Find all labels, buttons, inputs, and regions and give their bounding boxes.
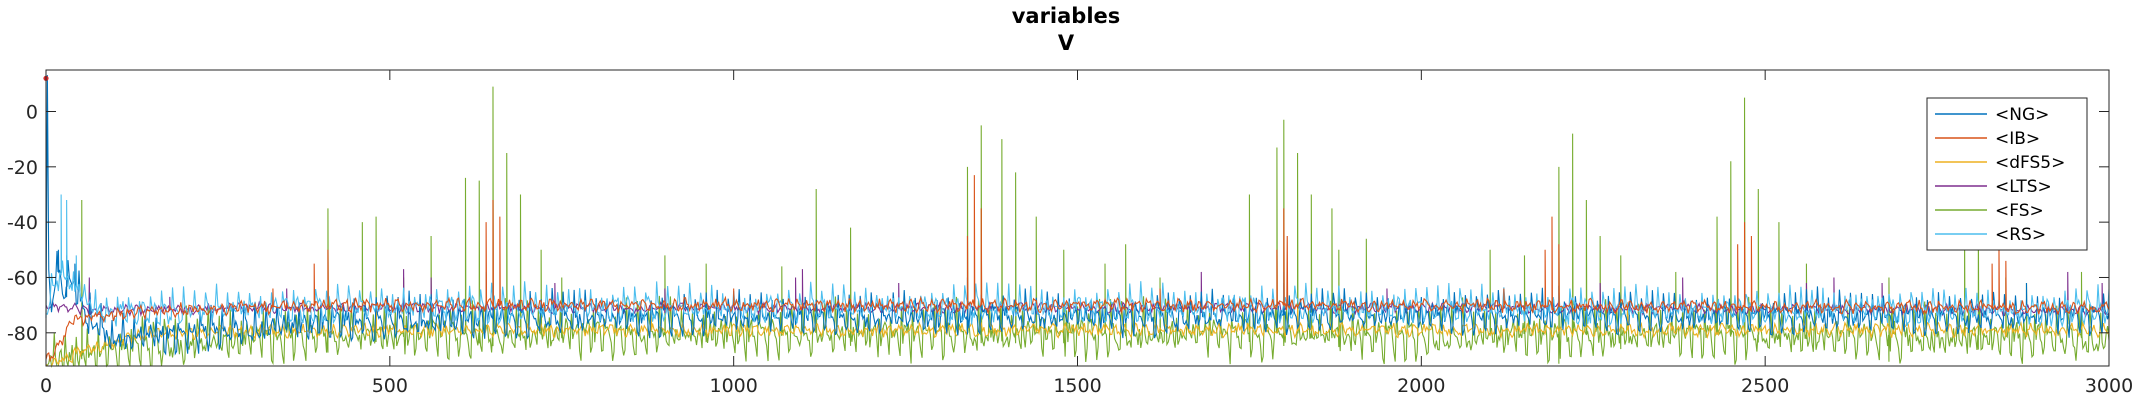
x-tick-label: 3000 (2085, 375, 2133, 397)
x-tick-label: 500 (372, 375, 408, 397)
plot-series (43, 75, 2110, 369)
legend-entry: <NG> (1995, 105, 2049, 125)
y-tick-label: -40 (7, 212, 38, 234)
x-tick-label: 2000 (1397, 375, 1445, 397)
legend-entry: <LTS> (1995, 177, 2052, 197)
y-tick-label: -20 (7, 157, 38, 179)
series-line (45, 299, 2110, 367)
x-tick-label: 1500 (1053, 375, 1101, 397)
x-tick-label: 0 (40, 375, 52, 397)
legend-entry: <dFS5> (1995, 153, 2065, 173)
legend-entry: <RS> (1995, 225, 2046, 245)
legend-box (1926, 97, 2088, 251)
series-line (45, 175, 2110, 363)
y-tick-label: 0 (26, 101, 38, 123)
legend-entry: <IB> (1995, 129, 2040, 149)
chart-title: variables (1012, 4, 1121, 28)
chart-subtitle: V (1058, 31, 1075, 55)
legend-entry: <FS> (1995, 201, 2044, 221)
y-tick-label: -60 (7, 267, 38, 289)
x-tick-label: 2500 (1741, 375, 1789, 397)
legend: <NG> <IB> <dFS5> <LTS> <FS> <RS> (1926, 97, 2088, 251)
x-tick-label: 1000 (709, 375, 757, 397)
y-tick-label: -80 (7, 323, 38, 345)
axes: 0 500 1000 1500 2000 2500 3000 -80 -60 -40 -20 0 (7, 69, 2133, 397)
series-line (45, 194, 2110, 329)
